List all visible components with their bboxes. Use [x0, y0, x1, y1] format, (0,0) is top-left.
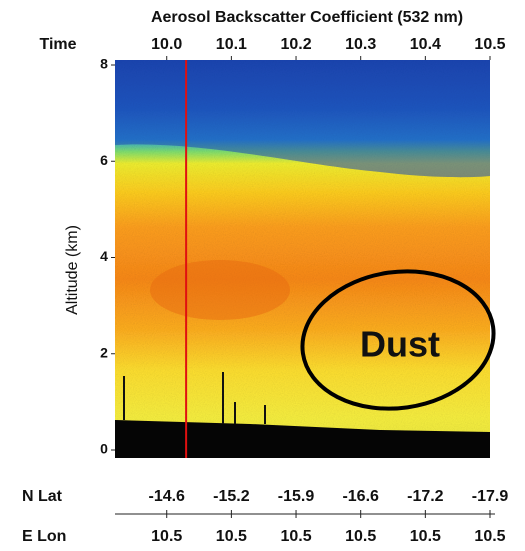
lat-value: -16.6	[342, 488, 379, 505]
clear-air	[115, 60, 490, 178]
lat-value: -17.2	[407, 488, 444, 505]
lon-label: E Lon	[22, 528, 66, 545]
y-tick-label: 4	[100, 248, 108, 264]
y-tick-label: 0	[100, 441, 108, 457]
lon-value: 10.5	[345, 528, 376, 545]
lat-value: -15.9	[278, 488, 315, 505]
x-tick-label: 10.4	[410, 36, 441, 53]
lat-value: -14.6	[148, 488, 185, 505]
lon-value: 10.5	[280, 528, 311, 545]
y-tick-label: 2	[100, 344, 108, 360]
x-tick-label: 10.0	[151, 36, 182, 53]
lat-value: -15.2	[213, 488, 250, 505]
y-tick-label: 8	[100, 56, 108, 72]
y-tick-label: 6	[100, 152, 108, 168]
x-tick-label: 10.1	[216, 36, 247, 53]
x-axis-label: Time	[39, 36, 76, 53]
dust-outline	[300, 269, 496, 411]
x-tick-label: 10.5	[474, 36, 505, 53]
lon-value: 10.5	[216, 528, 247, 545]
x-tick-label: 10.3	[345, 36, 376, 53]
lat-label: N Lat	[22, 488, 63, 505]
ground	[115, 420, 490, 458]
chart-title: Aerosol Backscatter Coefficient (532 nm)	[151, 9, 463, 26]
curtain-image	[115, 60, 490, 458]
y-axis-label: Altitude (km)	[64, 225, 81, 315]
lon-value: 10.5	[151, 528, 182, 545]
lat-value: -17.9	[472, 488, 509, 505]
lon-value: 10.5	[474, 528, 505, 545]
lon-value: 10.5	[410, 528, 441, 545]
layer-core	[150, 260, 290, 320]
annotation: Dust	[360, 324, 440, 365]
x-tick-label: 10.2	[280, 36, 311, 53]
